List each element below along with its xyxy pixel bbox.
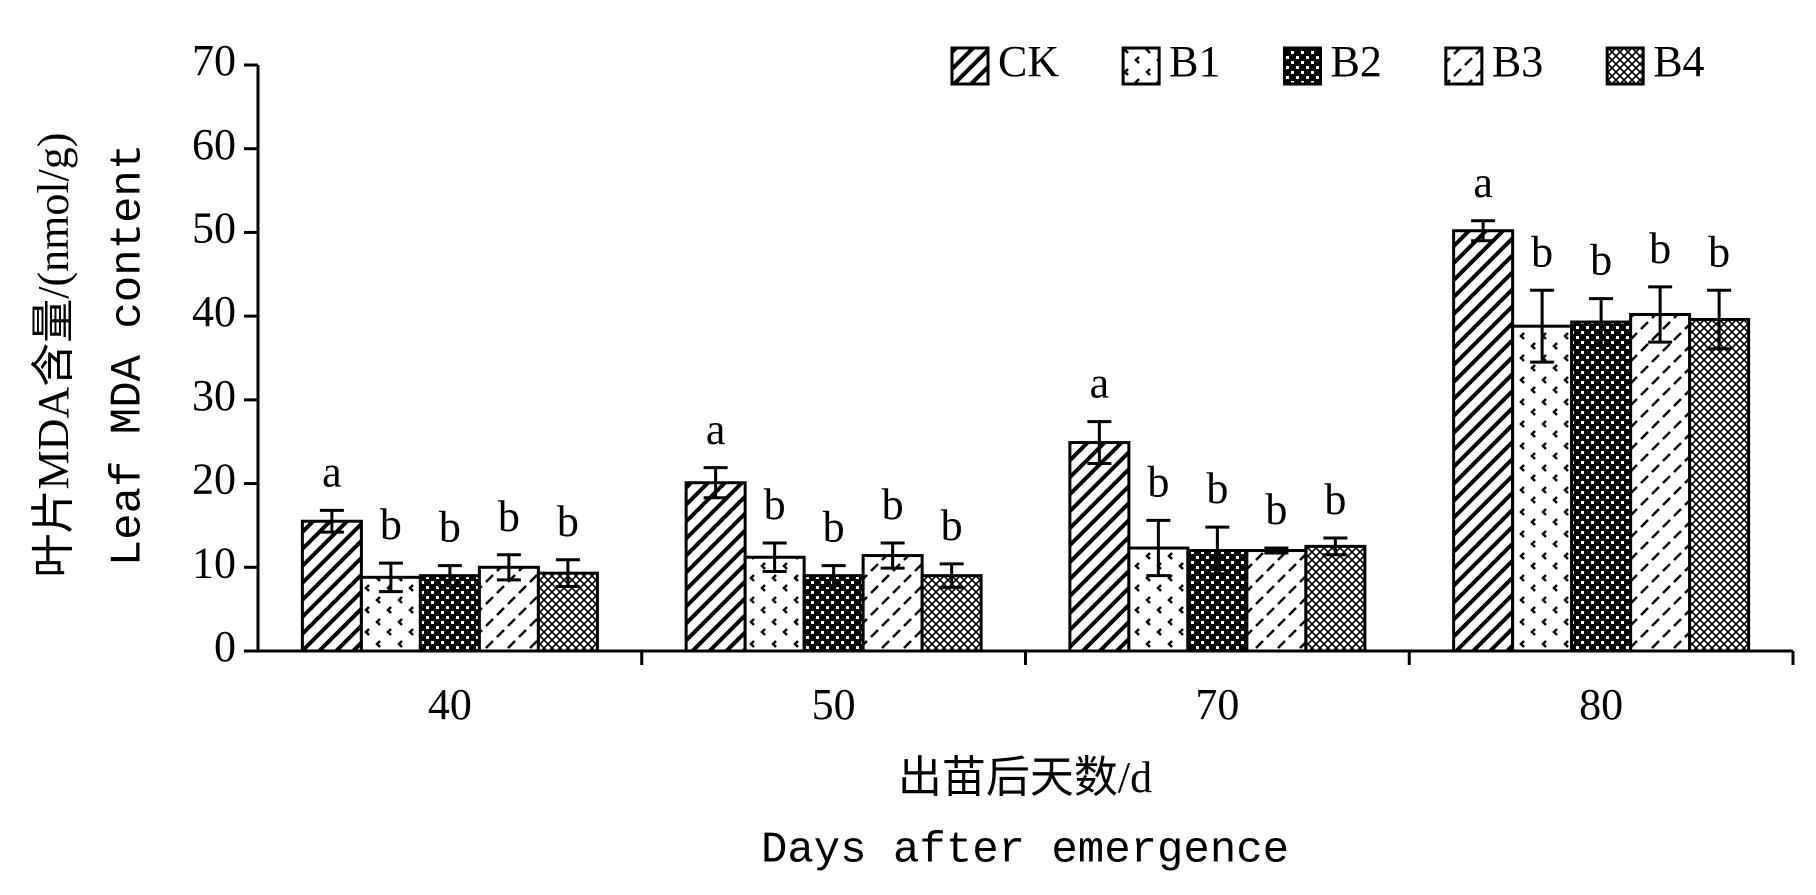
y-tick-label: 30 xyxy=(192,371,236,420)
legend-swatch xyxy=(1605,46,1645,86)
significance-letter: b xyxy=(1147,457,1169,506)
error-bar xyxy=(1471,219,1496,243)
y-tick-label: 70 xyxy=(192,36,236,85)
bar xyxy=(300,519,363,653)
legend-label: B3 xyxy=(1492,37,1543,86)
error-bar xyxy=(1146,518,1171,578)
error-bar xyxy=(1648,285,1673,344)
significance-letter: b xyxy=(380,500,402,549)
y-axis-title: 叶片MDA含量/(nmol/g) Leaf MDA content xyxy=(29,133,154,578)
error-bar xyxy=(1707,288,1732,351)
error-bar xyxy=(1530,288,1555,364)
y-tick-label: 50 xyxy=(192,204,236,253)
y-tick-label: 60 xyxy=(192,120,236,169)
significance-letter: b xyxy=(1206,464,1228,513)
significance-letter: b xyxy=(1324,475,1346,524)
significance-letter: b xyxy=(882,480,904,529)
significance-letter: b xyxy=(498,492,520,541)
bar xyxy=(418,574,481,653)
significance-letter: a xyxy=(322,447,342,496)
error-bar xyxy=(1264,546,1289,555)
bar xyxy=(684,481,747,653)
legend-label: B2 xyxy=(1330,37,1381,86)
bar xyxy=(861,554,924,653)
error-bar xyxy=(762,541,787,573)
bar xyxy=(1570,320,1633,653)
y-axis-title-line: Leaf MDA content xyxy=(104,144,154,566)
legend-label: B1 xyxy=(1169,37,1220,86)
y-tick-label: 20 xyxy=(192,455,236,504)
bar xyxy=(1688,317,1751,653)
error-bar xyxy=(1323,536,1348,557)
significance-letter: a xyxy=(706,405,726,454)
bar xyxy=(1511,324,1574,653)
significance-letter: b xyxy=(1590,236,1612,285)
x-tick-label: 50 xyxy=(812,680,856,729)
error-bar xyxy=(1087,420,1112,465)
legend-swatch xyxy=(1121,46,1161,86)
legend-swatch xyxy=(1282,46,1322,86)
y-tick-label: 0 xyxy=(214,622,236,671)
significance-letter: b xyxy=(557,497,579,546)
bar xyxy=(1452,229,1515,653)
y-tick-label: 40 xyxy=(192,287,236,336)
x-tick-label: 70 xyxy=(1195,680,1239,729)
legend-swatch xyxy=(950,46,990,86)
x-tick-label: 80 xyxy=(1579,680,1623,729)
significance-letter: b xyxy=(823,503,845,552)
error-bar xyxy=(703,466,728,500)
error-bar xyxy=(1589,297,1614,347)
error-bar xyxy=(880,541,905,570)
significance-letter: b xyxy=(1708,227,1730,276)
legend-label: B4 xyxy=(1653,37,1704,86)
legend-swatch xyxy=(1444,46,1484,86)
significance-letter: b xyxy=(439,503,461,552)
legend-label: CK xyxy=(998,37,1059,86)
significance-letter: b xyxy=(1531,227,1553,276)
error-bar xyxy=(555,558,580,589)
bar xyxy=(1245,549,1308,653)
significance-letter: a xyxy=(1090,359,1110,408)
x-axis-title: Days after emergence xyxy=(761,826,1289,876)
significance-letter: a xyxy=(1473,158,1493,207)
error-bar xyxy=(437,564,462,588)
y-axis-title-line: 叶片MDA含量/(nmol/g) xyxy=(29,133,78,578)
bar xyxy=(1304,544,1367,653)
y-tick-label: 10 xyxy=(192,538,236,587)
error-bar xyxy=(496,553,521,582)
significance-letter: b xyxy=(764,480,786,529)
x-tick-label: 40 xyxy=(428,680,472,729)
significance-letter: b xyxy=(1265,485,1287,534)
bar xyxy=(1068,441,1131,653)
error-bar xyxy=(319,508,344,534)
error-bar xyxy=(939,562,964,589)
significance-letter: b xyxy=(941,501,963,550)
bar xyxy=(1629,312,1692,653)
error-bar xyxy=(821,564,846,588)
error-bar xyxy=(378,561,403,594)
x-axis-title: 出苗后天数/d xyxy=(898,753,1152,802)
significance-letter: b xyxy=(1649,224,1671,273)
error-bar xyxy=(1205,525,1230,576)
